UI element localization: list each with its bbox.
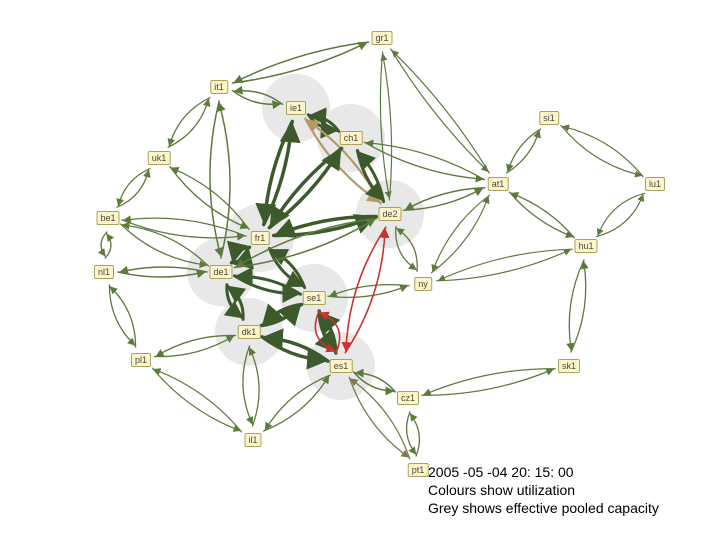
- edge: [437, 250, 571, 281]
- edge: [410, 414, 419, 456]
- node-ch1: ch1: [340, 131, 363, 145]
- caption: 2005 -05 -04 20: 15: 00 Colours show uti…: [428, 463, 659, 517]
- edge: [511, 193, 574, 238]
- caption-timestamp: 2005 -05 -04 20: 15: 00: [428, 464, 574, 480]
- node-pt1: pt1: [408, 463, 429, 477]
- edge: [210, 101, 221, 256]
- edge: [509, 192, 572, 237]
- edge: [596, 195, 643, 237]
- node-it1: it1: [210, 80, 228, 94]
- node-se1: se1: [303, 291, 326, 305]
- edge: [424, 369, 556, 395]
- node-es1: es1: [330, 359, 353, 373]
- edge: [598, 193, 645, 235]
- edge: [118, 169, 150, 206]
- caption-line2: Grey shows effective pooled capacity: [428, 500, 659, 516]
- node-il1: il1: [244, 433, 261, 447]
- node-gr1: gr1: [371, 31, 392, 45]
- node-nl1: nl1: [94, 265, 114, 279]
- edge: [152, 368, 240, 431]
- edge: [101, 232, 107, 256]
- node-si1: si1: [539, 111, 559, 125]
- node-dk1: dk1: [238, 325, 261, 339]
- edge: [109, 285, 134, 345]
- node-de2: de2: [378, 207, 401, 221]
- edge: [439, 249, 573, 280]
- edge: [433, 195, 490, 271]
- edge: [168, 99, 209, 147]
- node-uk1: uk1: [148, 151, 171, 165]
- node-at1: at1: [488, 177, 509, 191]
- node-hu1: hu1: [574, 239, 597, 253]
- node-be1: be1: [96, 211, 119, 225]
- node-de1: de1: [209, 265, 232, 279]
- caption-line1: Colours show utilization: [428, 482, 575, 498]
- edge: [431, 197, 488, 273]
- node-lu1: lu1: [645, 177, 665, 191]
- edge: [407, 412, 416, 454]
- graph-stage: 2005 -05 -04 20: 15: 00 Colours show uti…: [0, 0, 720, 540]
- edge: [105, 234, 111, 258]
- edge: [169, 98, 210, 146]
- edge: [391, 49, 488, 172]
- node-sk1: sk1: [558, 359, 580, 373]
- node-fr1: fr1: [251, 231, 270, 245]
- edge: [383, 54, 392, 200]
- edge: [392, 51, 489, 174]
- edge: [561, 125, 642, 175]
- node-cz1: cz1: [397, 391, 419, 405]
- node-pl1: pl1: [131, 353, 151, 367]
- edge: [507, 131, 540, 173]
- edge: [110, 287, 135, 347]
- edge: [422, 369, 554, 395]
- node-ie1: ie1: [286, 101, 306, 115]
- edge: [154, 369, 242, 432]
- edge: [508, 129, 541, 171]
- node-ny1: ny: [414, 277, 432, 291]
- edge: [563, 126, 644, 176]
- edge: [117, 170, 149, 207]
